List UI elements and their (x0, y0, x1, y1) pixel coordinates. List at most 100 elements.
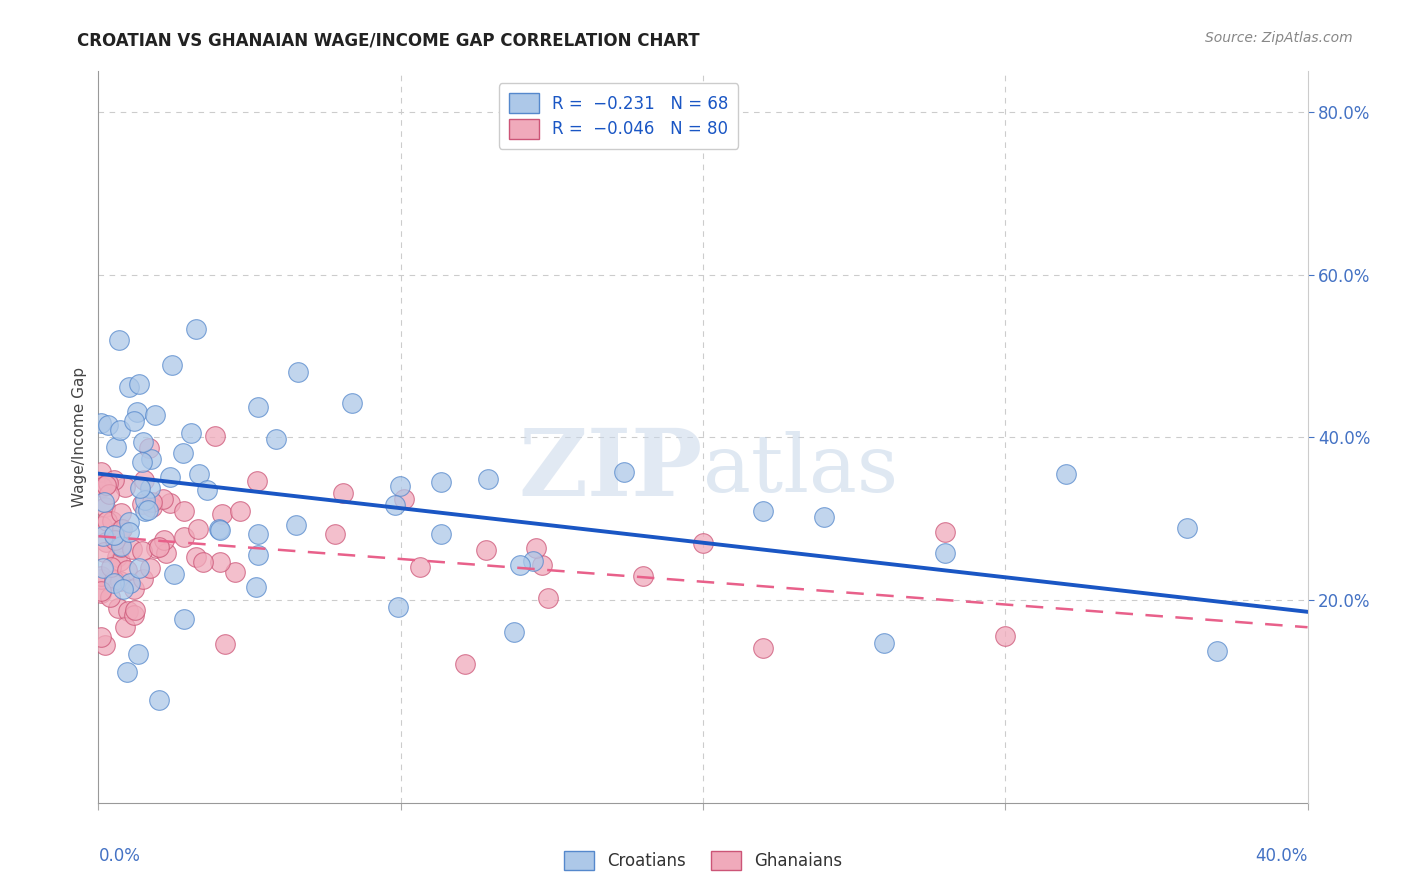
Text: Source: ZipAtlas.com: Source: ZipAtlas.com (1205, 31, 1353, 45)
Point (91, 561, 114, 575)
Point (477, 472, 499, 486)
Point (524, 541, 547, 556)
Point (107, 600, 129, 615)
Point (193, 556, 215, 570)
Text: 40.0%: 40.0% (1256, 847, 1308, 865)
Point (1175, 521, 1198, 535)
Point (454, 657, 477, 672)
Point (503, 625, 526, 640)
Point (125, 405, 148, 419)
Point (110, 506, 132, 520)
Point (124, 582, 146, 596)
Point (173, 612, 195, 626)
Point (91, 480, 114, 494)
Point (98, 590, 121, 604)
Point (187, 522, 209, 536)
Point (141, 495, 163, 509)
Point (204, 429, 226, 443)
Point (117, 563, 139, 577)
Point (246, 474, 269, 488)
Point (93, 529, 115, 543)
Point (159, 496, 181, 510)
Point (108, 523, 131, 537)
Legend: R =  −0.231   N = 68, R =  −0.046   N = 80: R = −0.231 N = 68, R = −0.046 N = 80 (499, 83, 738, 148)
Point (287, 365, 309, 379)
Point (188, 467, 211, 481)
Point (429, 475, 451, 489)
Point (172, 445, 194, 459)
Point (173, 530, 195, 544)
Point (148, 692, 170, 706)
Point (247, 548, 270, 562)
Point (394, 491, 416, 506)
Point (128, 377, 150, 392)
Point (134, 504, 156, 518)
Point (136, 502, 159, 516)
Point (159, 469, 181, 483)
Point (90, 569, 112, 583)
Point (131, 544, 153, 558)
Point (208, 555, 231, 569)
Point (112, 582, 135, 597)
Point (247, 526, 270, 541)
Point (214, 637, 236, 651)
Point (430, 527, 453, 541)
Point (141, 500, 163, 514)
Point (129, 481, 152, 495)
Point (195, 483, 218, 497)
Point (96, 514, 118, 528)
Point (105, 549, 128, 564)
Point (90, 573, 112, 587)
Point (124, 603, 146, 617)
Point (103, 528, 125, 542)
Point (224, 565, 246, 579)
Point (90, 519, 112, 533)
Point (131, 455, 153, 469)
Point (94, 478, 117, 492)
Point (122, 608, 145, 623)
Point (103, 473, 125, 487)
Point (103, 576, 125, 591)
Point (127, 648, 149, 662)
Point (284, 517, 307, 532)
Point (104, 440, 127, 454)
Point (245, 581, 267, 595)
Point (184, 550, 207, 565)
Point (90, 584, 112, 599)
Point (104, 533, 127, 547)
Point (388, 478, 411, 492)
Point (934, 545, 956, 559)
Point (934, 524, 956, 539)
Point (145, 541, 167, 555)
Point (128, 561, 150, 575)
Point (266, 432, 288, 446)
Point (100, 560, 122, 574)
Point (631, 569, 654, 583)
Point (1054, 467, 1077, 481)
Point (111, 522, 134, 536)
Point (692, 536, 714, 550)
Point (475, 543, 498, 558)
Point (152, 492, 174, 507)
Y-axis label: Wage/Income Gap: Wage/Income Gap (72, 367, 87, 508)
Point (873, 636, 896, 650)
Point (211, 508, 233, 522)
Point (143, 409, 166, 423)
Point (522, 554, 544, 568)
Point (121, 542, 143, 557)
Point (90, 465, 112, 479)
Point (132, 473, 155, 487)
Point (90, 631, 112, 645)
Point (94, 500, 117, 515)
Point (229, 504, 252, 518)
Point (101, 514, 124, 528)
Point (93, 545, 115, 559)
Point (118, 524, 141, 539)
Point (153, 533, 176, 547)
Point (90, 479, 112, 493)
Point (994, 629, 1017, 643)
Point (1206, 644, 1229, 658)
Point (108, 333, 131, 347)
Point (139, 560, 162, 574)
Point (163, 567, 186, 582)
